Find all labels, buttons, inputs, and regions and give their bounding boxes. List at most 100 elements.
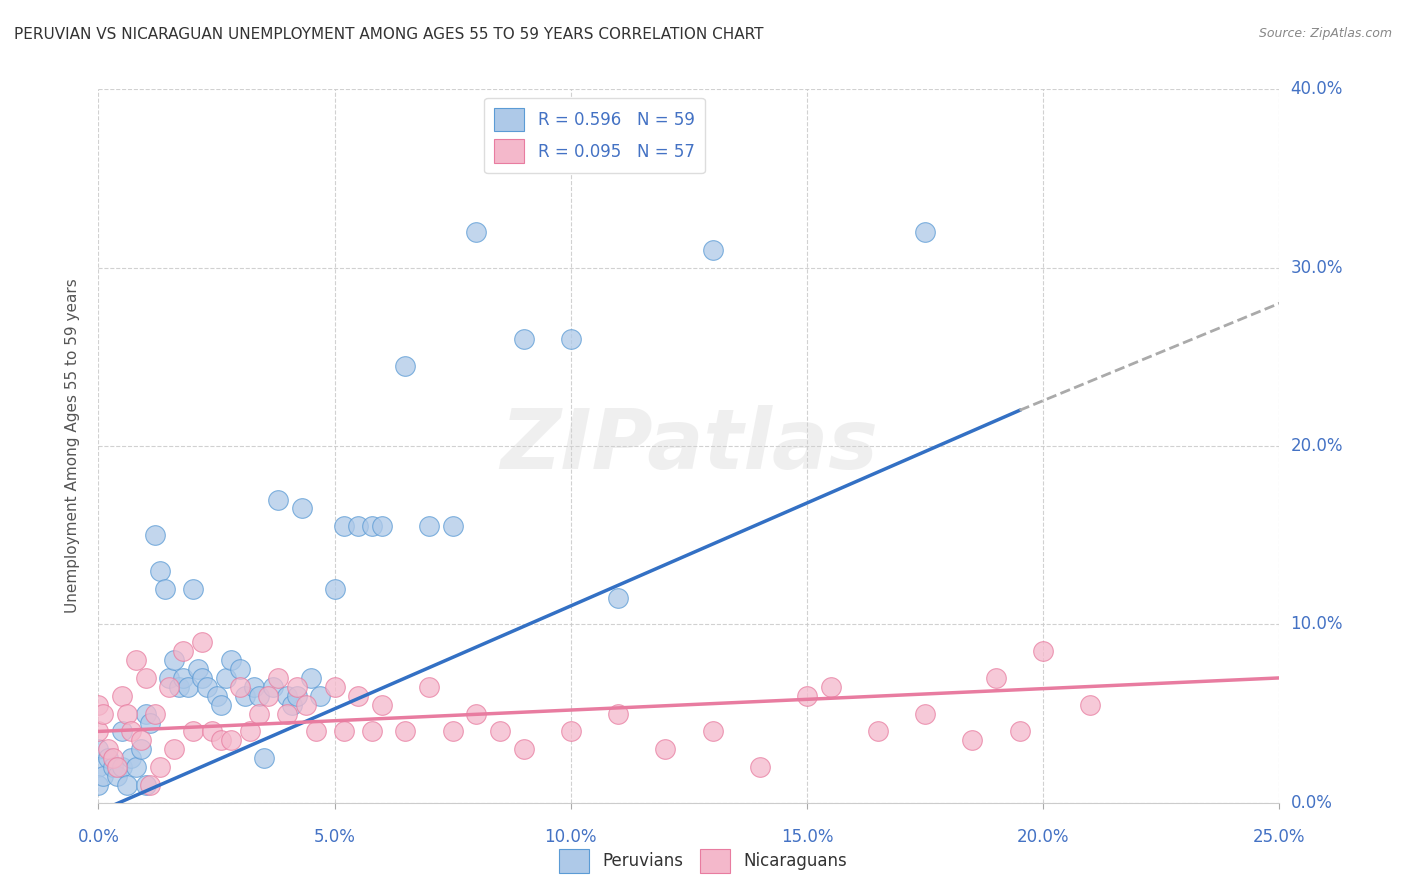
Point — [820, 680, 842, 694]
Point — [295, 698, 318, 712]
Point — [267, 671, 290, 685]
Text: 0.0%: 0.0% — [77, 828, 120, 846]
Point — [239, 724, 262, 739]
Point — [1008, 724, 1031, 739]
Point — [115, 778, 138, 792]
Point — [361, 519, 384, 533]
Point — [702, 724, 724, 739]
Point — [418, 519, 440, 533]
Point — [163, 742, 186, 756]
Point — [323, 680, 346, 694]
Point — [87, 724, 110, 739]
Point — [125, 760, 148, 774]
Point — [139, 778, 162, 792]
Text: 20.0%: 20.0% — [1291, 437, 1343, 455]
Point — [262, 680, 284, 694]
Point — [285, 689, 308, 703]
Point — [323, 582, 346, 596]
Point — [121, 751, 143, 765]
Point — [253, 751, 276, 765]
Point — [285, 680, 308, 694]
Point — [418, 680, 440, 694]
Point — [276, 689, 298, 703]
Text: 0.0%: 0.0% — [1291, 794, 1333, 812]
Point — [247, 706, 270, 721]
Text: 10.0%: 10.0% — [544, 828, 598, 846]
Point — [201, 724, 224, 739]
Point — [276, 706, 298, 721]
Point — [215, 671, 238, 685]
Point — [135, 778, 157, 792]
Text: PERUVIAN VS NICARAGUAN UNEMPLOYMENT AMONG AGES 55 TO 59 YEARS CORRELATION CHART: PERUVIAN VS NICARAGUAN UNEMPLOYMENT AMON… — [14, 27, 763, 42]
Point — [796, 689, 818, 703]
Point — [97, 751, 120, 765]
Point — [135, 671, 157, 685]
Point — [129, 742, 152, 756]
Point — [607, 706, 630, 721]
Point — [191, 671, 214, 685]
Point — [489, 724, 512, 739]
Point — [371, 519, 394, 533]
Point — [512, 742, 534, 756]
Point — [191, 635, 214, 649]
Point — [149, 564, 172, 578]
Point — [394, 724, 416, 739]
Point — [914, 706, 936, 721]
Point — [229, 680, 252, 694]
Point — [219, 733, 242, 747]
Point — [111, 760, 134, 774]
Point — [247, 689, 270, 703]
Point — [157, 680, 180, 694]
Point — [163, 653, 186, 667]
Text: Source: ZipAtlas.com: Source: ZipAtlas.com — [1258, 27, 1392, 40]
Point — [702, 243, 724, 257]
Point — [105, 760, 128, 774]
Y-axis label: Unemployment Among Ages 55 to 59 years: Unemployment Among Ages 55 to 59 years — [65, 278, 80, 614]
Point — [187, 662, 209, 676]
Point — [87, 778, 110, 792]
Point — [167, 680, 190, 694]
Point — [1080, 698, 1102, 712]
Text: 10.0%: 10.0% — [1291, 615, 1343, 633]
Point — [866, 724, 889, 739]
Point — [177, 680, 200, 694]
Point — [281, 698, 304, 712]
Point — [105, 769, 128, 783]
Point — [1032, 644, 1054, 658]
Text: 20.0%: 20.0% — [1017, 828, 1070, 846]
Point — [143, 706, 166, 721]
Point — [984, 671, 1007, 685]
Point — [121, 724, 143, 739]
Point — [371, 698, 394, 712]
Point — [195, 680, 218, 694]
Point — [654, 742, 676, 756]
Point — [125, 653, 148, 667]
Text: 5.0%: 5.0% — [314, 828, 356, 846]
Point — [441, 724, 464, 739]
Point — [101, 751, 124, 765]
Point — [290, 501, 312, 516]
Legend: Peruvians, Nicaraguans: Peruvians, Nicaraguans — [553, 842, 853, 880]
Point — [229, 662, 252, 676]
Point — [347, 519, 370, 533]
Point — [441, 519, 464, 533]
Point — [257, 689, 280, 703]
Point — [181, 724, 204, 739]
Point — [153, 582, 176, 596]
Point — [233, 689, 256, 703]
Point — [172, 671, 194, 685]
Point — [333, 724, 356, 739]
Point — [512, 332, 534, 346]
Point — [560, 332, 582, 346]
Point — [143, 528, 166, 542]
Point — [209, 733, 232, 747]
Point — [111, 689, 134, 703]
Point — [91, 706, 114, 721]
Point — [607, 591, 630, 605]
Text: 25.0%: 25.0% — [1253, 828, 1306, 846]
Point — [914, 225, 936, 239]
Point — [267, 492, 290, 507]
Point — [181, 582, 204, 596]
Point — [111, 724, 134, 739]
Point — [87, 698, 110, 712]
